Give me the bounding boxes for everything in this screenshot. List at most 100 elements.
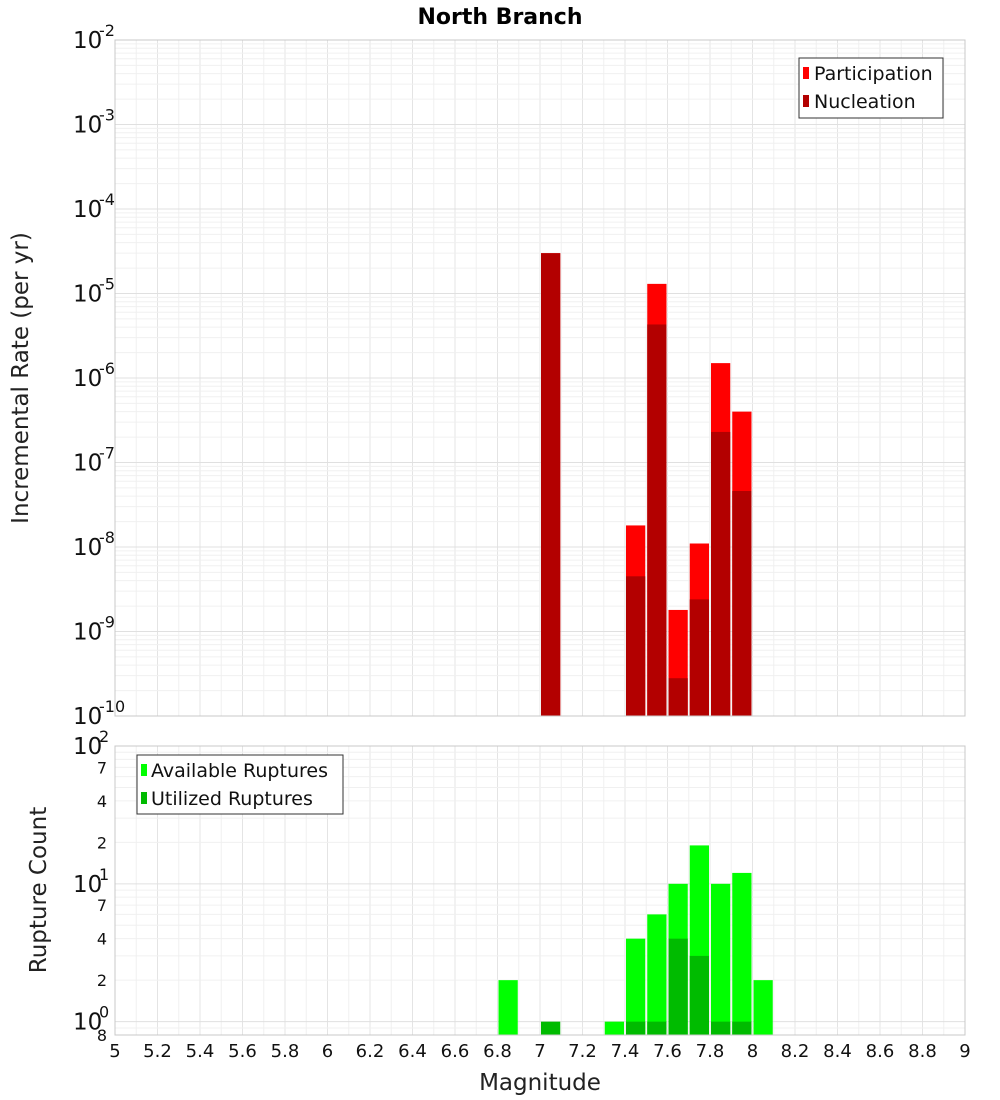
bottom-plot-border	[114, 745, 966, 1036]
y-tick-base: 10	[73, 282, 102, 308]
y-tick-base: 10	[73, 28, 102, 54]
y-tick-base: 10	[73, 451, 102, 477]
legend-entry: Utilized Ruptures	[151, 788, 313, 810]
nucleation-bar	[689, 599, 709, 716]
x-tick-label: 7	[534, 1041, 545, 1062]
available-ruptures-bar	[626, 938, 646, 1035]
y-tick-exponent: -9	[99, 613, 115, 632]
utilized-ruptures-bar	[711, 1021, 731, 1035]
bottom-legend: Available Ruptures Utilized Ruptures	[136, 754, 344, 815]
chart-title: North Branch	[417, 5, 582, 30]
available-ruptures-bar	[647, 914, 667, 1035]
top-y-axis-label: Incremental Rate (per yr)	[8, 232, 34, 524]
bottom-y-axis-label: Rupture Count	[26, 807, 52, 973]
y-minor-tick-label: 8	[97, 1026, 107, 1045]
x-tick-label: 8.8	[908, 1041, 937, 1062]
legend-entry: Nucleation	[814, 91, 916, 113]
nucleation-bar	[732, 490, 752, 716]
y-minor-tick-label: 2	[97, 833, 107, 852]
x-tick-label: 7.2	[568, 1041, 597, 1062]
legend-swatch	[141, 792, 147, 804]
legend-swatch	[141, 764, 147, 776]
legend-swatch	[803, 95, 809, 107]
legend-entry: Participation	[814, 63, 933, 85]
y-tick-base: 10	[73, 620, 102, 646]
top-legend: Participation Nucleation	[798, 57, 944, 119]
x-tick-label: 5.4	[186, 1041, 215, 1062]
utilized-ruptures-bar	[626, 1021, 646, 1035]
x-tick-label: 5.8	[271, 1041, 300, 1062]
x-tick-label: 8.4	[823, 1041, 852, 1062]
available-ruptures-bar	[753, 980, 773, 1035]
nucleation-bar	[647, 324, 667, 716]
nucleation-bar	[711, 431, 731, 716]
x-tick-label: 6.2	[356, 1041, 385, 1062]
y-tick-exponent: -2	[99, 21, 115, 40]
legend-entry: Available Ruptures	[151, 760, 328, 782]
y-tick-base: 10	[73, 734, 102, 760]
x-tick-label: 5.6	[228, 1041, 257, 1062]
utilized-ruptures-bar	[689, 955, 709, 1035]
y-tick-base: 10	[73, 535, 102, 561]
y-tick-exponent: -5	[99, 275, 115, 294]
y-tick-exponent: -3	[99, 106, 115, 125]
y-tick-exponent: -7	[99, 444, 115, 463]
x-tick-label: 5	[109, 1041, 120, 1062]
y-tick-exponent: -10	[99, 697, 125, 716]
y-tick-base: 10	[73, 197, 102, 223]
y-tick-label: 10-7	[73, 444, 115, 477]
y-minor-tick-label: 2	[97, 971, 107, 990]
legend-box	[798, 57, 944, 119]
legend-swatch	[803, 67, 809, 79]
x-tick-label: 5.2	[143, 1041, 172, 1062]
nucleation-bar	[626, 576, 646, 716]
utilized-ruptures-bar	[541, 1021, 561, 1035]
utilized-ruptures-bar	[732, 1021, 752, 1035]
x-tick-label: 9	[959, 1041, 970, 1062]
y-tick-base: 10	[73, 113, 102, 139]
legend-box	[136, 754, 344, 815]
x-tick-label: 7.8	[696, 1041, 725, 1062]
y-tick-exponent: 0	[99, 1003, 109, 1022]
x-tick-label: 6.4	[398, 1041, 427, 1062]
top-bars	[541, 253, 752, 716]
y-tick-label: 102	[73, 727, 109, 760]
y-tick-exponent: -8	[99, 528, 115, 547]
y-tick-label: 10-10	[73, 697, 125, 730]
y-tick-label: 10-9	[73, 613, 115, 646]
x-tick-label: 8.6	[866, 1041, 895, 1062]
y-tick-label: 10-5	[73, 275, 115, 308]
y-minor-tick-label: 4	[97, 792, 107, 811]
nucleation-bar	[668, 678, 688, 716]
top-plot-border	[114, 39, 966, 717]
y-tick-exponent: 2	[99, 727, 109, 746]
y-tick-base: 10	[73, 704, 102, 730]
y-tick-base: 10	[73, 1010, 102, 1036]
y-tick-label: 10-4	[73, 190, 115, 223]
y-tick-label: 10-2	[73, 21, 115, 54]
y-minor-tick-label: 4	[97, 930, 107, 949]
x-axis-label: Magnitude	[479, 1070, 601, 1096]
x-tick-label: 6	[322, 1041, 333, 1062]
y-tick-label: 10-3	[73, 106, 115, 139]
y-minor-tick-label: 7	[97, 758, 107, 777]
available-ruptures-bar	[498, 980, 518, 1035]
available-ruptures-bar	[711, 883, 731, 1035]
y-tick-exponent: -6	[99, 359, 115, 378]
x-tick-label: 8	[747, 1041, 758, 1062]
available-ruptures-bar	[604, 1021, 624, 1035]
x-tick-label: 6.8	[483, 1041, 512, 1062]
top-grid	[114, 39, 966, 717]
y-tick-label: 10-8	[73, 528, 115, 561]
x-tick-label: 6.6	[441, 1041, 470, 1062]
utilized-ruptures-bar	[647, 1021, 667, 1035]
y-minor-tick-label: 7	[97, 896, 107, 915]
utilized-ruptures-bar	[668, 938, 688, 1035]
bottom-bars	[498, 845, 773, 1035]
y-tick-label: 101	[73, 865, 109, 898]
x-tick-label: 7.4	[611, 1041, 640, 1062]
